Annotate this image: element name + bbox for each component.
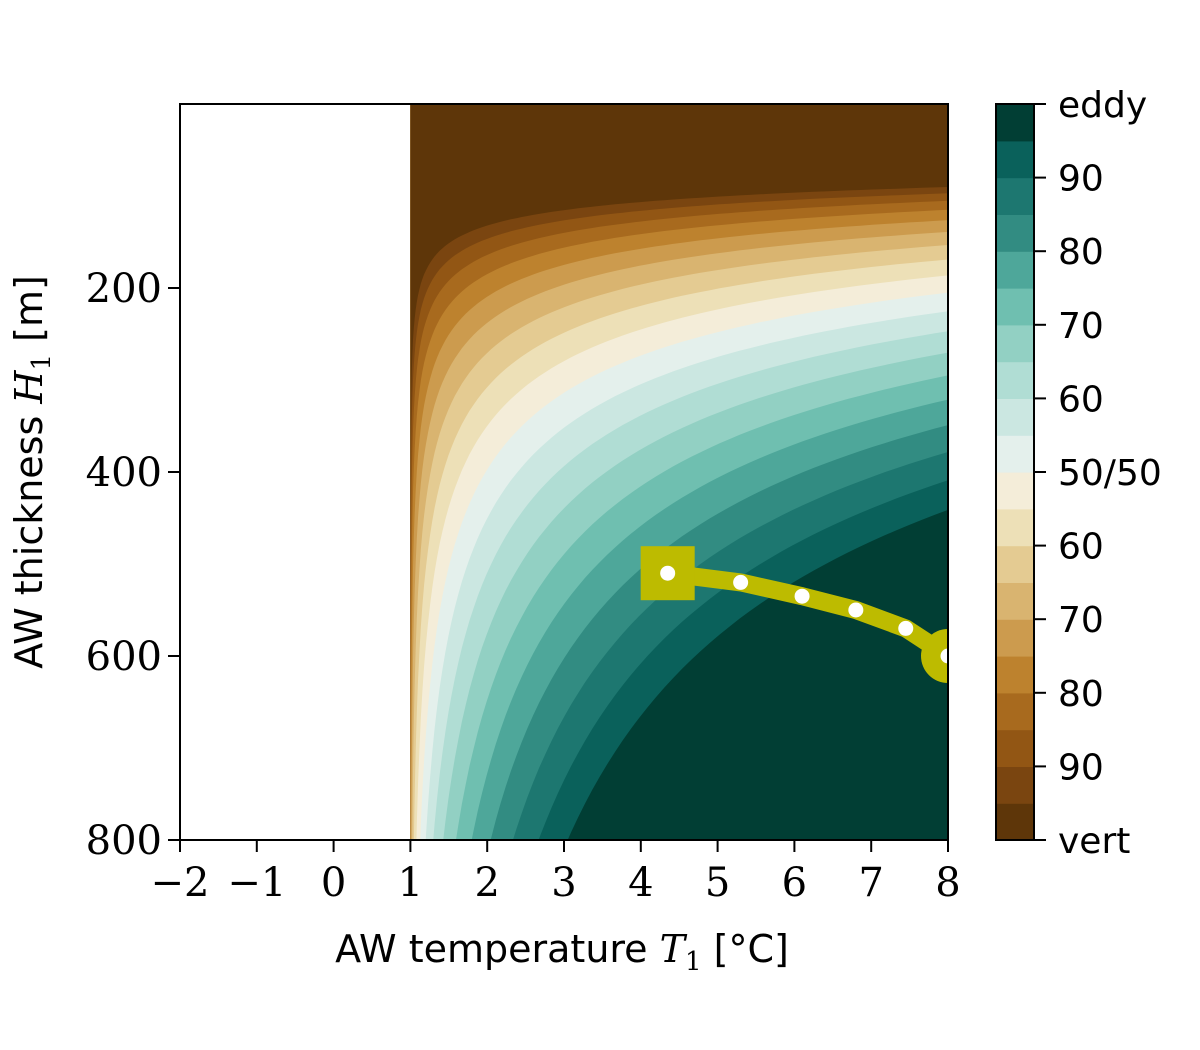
plot-area (179, 103, 949, 841)
x-tick-label: 4 (628, 860, 653, 906)
colorbar-swatch (996, 619, 1034, 657)
colorbar-swatch (996, 435, 1034, 473)
y-tick-label: 800 (86, 818, 162, 864)
colorbar-swatch (996, 582, 1034, 620)
x-axis-title: AW temperature T1 [°C] (335, 927, 789, 977)
colorbar-tick-label: 80 (1058, 232, 1104, 273)
x-axis-unit: [°C] (714, 927, 789, 971)
colorbar-swatch (996, 766, 1034, 804)
colorbar-tick-label: 90 (1058, 747, 1104, 788)
colorbar-swatch (996, 251, 1034, 289)
colorbar-tick-label: vert (1058, 821, 1130, 862)
colorbar-swatch (996, 288, 1034, 326)
x-tick-label: 7 (858, 860, 883, 906)
colorbar-ticks: vert 90 80 70 60 50/50 60 70 80 90 eddy (1034, 85, 1162, 862)
x-axis: −2 −1 0 1 2 3 4 5 6 7 8 (151, 840, 961, 906)
colorbar-tick-label: 60 (1058, 527, 1104, 568)
colorbar-swatch (996, 324, 1034, 363)
trajectory-point (898, 620, 914, 636)
x-tick-label: 8 (935, 860, 960, 906)
colorbar-tick-label: 80 (1058, 674, 1104, 715)
contour-band (410, 104, 948, 840)
trajectory-point (733, 574, 749, 590)
colorbar-swatch (996, 177, 1034, 215)
trajectory-point (848, 602, 864, 618)
x-tick-label: −2 (151, 860, 210, 906)
contour-band (410, 104, 948, 644)
y-axis-title: AW thickness H1 [m] (7, 275, 57, 669)
y-tick-label: 200 (86, 266, 162, 312)
colorbar: vert 90 80 70 60 50/50 60 70 80 90 eddy (995, 85, 1162, 862)
x-tick-label: 0 (321, 860, 346, 906)
x-tick-label: −1 (227, 860, 286, 906)
x-tick-label: 3 (551, 860, 576, 906)
end-circle-marker (921, 629, 948, 683)
colorbar-swatch (996, 692, 1034, 731)
x-tick-label: 2 (474, 860, 499, 906)
y-axis-unit: [m] (7, 275, 51, 342)
colorbar-swatch (996, 729, 1034, 767)
colorbar-tick-label: eddy (1058, 85, 1147, 126)
x-tick-label: 5 (705, 860, 730, 906)
colorbar-swatches (996, 104, 1034, 841)
colorbar-swatch (996, 656, 1034, 694)
colorbar-swatch (996, 508, 1034, 547)
colorbar-swatch (996, 361, 1034, 399)
colorbar-tick-label: 70 (1058, 600, 1104, 641)
colorbar-tick-label: 60 (1058, 379, 1104, 420)
trajectory (640, 546, 948, 683)
x-tick-label: 6 (782, 860, 807, 906)
y-tick-label: 600 (86, 634, 162, 680)
colorbar-tick-label: 90 (1058, 159, 1104, 200)
colorbar-tick-label: 70 (1058, 306, 1104, 347)
trajectory-line (658, 564, 948, 665)
trajectory-point (940, 648, 948, 664)
y-axis-title-prefix: AW thickness (7, 404, 51, 669)
y-axis: 200 400 600 800 (86, 266, 180, 864)
x-axis-title-prefix: AW temperature (335, 927, 660, 971)
colorbar-swatch (996, 140, 1034, 179)
contour-bands (410, 104, 948, 840)
colorbar-swatch (996, 398, 1034, 436)
y-tick-label: 400 (86, 450, 162, 496)
colorbar-swatch (996, 214, 1034, 252)
y-axis-subscript: 1 (27, 354, 57, 371)
colorbar-swatch (996, 104, 1034, 142)
x-tick-label: 1 (398, 860, 423, 906)
colorbar-swatch (996, 545, 1034, 583)
colorbar-swatch (996, 803, 1034, 841)
y-axis-symbol: H (7, 370, 51, 405)
trajectory-point (794, 588, 810, 604)
colorbar-swatch (996, 472, 1034, 510)
x-axis-symbol: T (660, 927, 688, 971)
trajectory-point (660, 565, 676, 581)
x-axis-subscript: 1 (685, 947, 702, 977)
colorbar-tick-label: 50/50 (1058, 453, 1162, 494)
